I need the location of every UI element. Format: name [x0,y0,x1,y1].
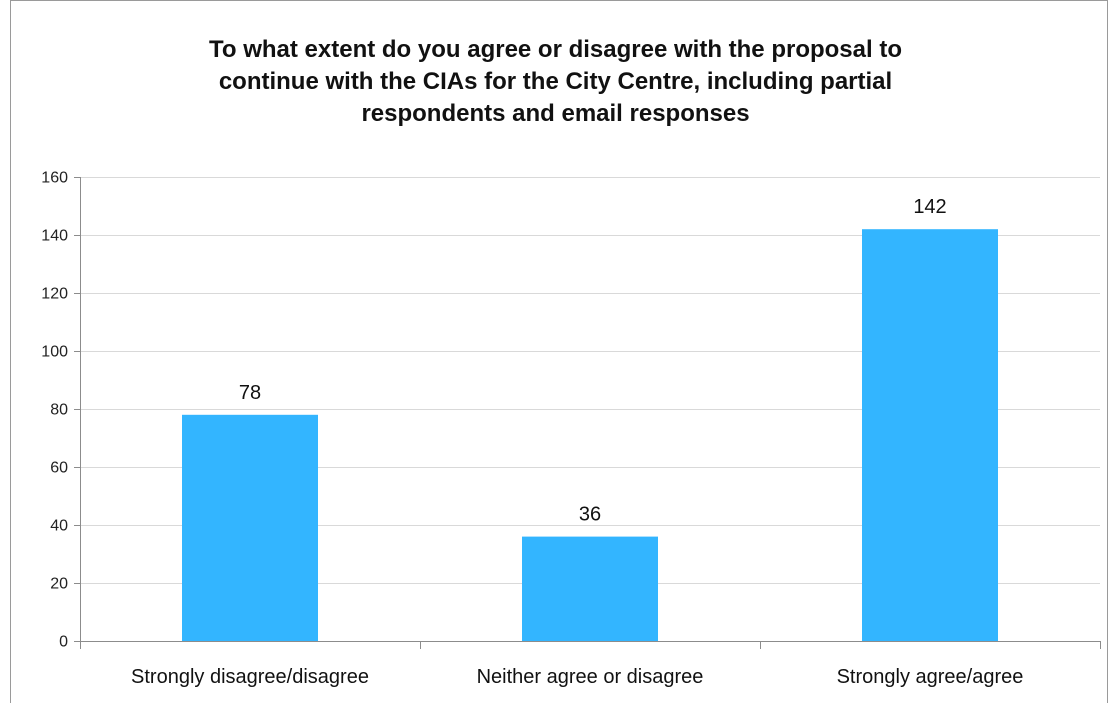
y-tick-label: 120 [41,286,68,303]
y-tick-label: 160 [41,170,68,187]
chart-title: To what extent do you agree or disagree … [0,34,1111,130]
y-tick-label: 140 [41,228,68,245]
chart-title-line-2: continue with the CIAs for the City Cent… [218,68,893,95]
chart-title-line-3: respondents and email responses [361,100,750,127]
axes [74,177,1101,649]
y-tick-label: 20 [50,576,68,593]
labels: 0 20 40 60 80 100 120 140 160 78 Strongly disagree… [41,170,1023,689]
category-label-2: Neither agree or disagree [477,666,704,688]
data-label-3: 142 [913,196,946,218]
category-label-1: Strongly disagree/disagree [131,666,369,688]
category-label-3: Strongly agree/agree [837,666,1024,688]
y-tick-label: 80 [50,402,68,419]
bars [182,229,998,641]
data-label-2: 36 [579,504,601,526]
y-tick-label: 60 [50,460,68,477]
y-tick-label: 40 [50,518,68,535]
bar-3 [862,229,998,641]
bar-2 [522,536,658,641]
chart-title-line-1: To what extent do you agree or disagree … [209,36,902,63]
y-tick-label: 0 [59,634,68,651]
data-label-1: 78 [239,382,261,404]
bar-1 [182,414,318,641]
y-tick-label: 100 [41,344,68,361]
